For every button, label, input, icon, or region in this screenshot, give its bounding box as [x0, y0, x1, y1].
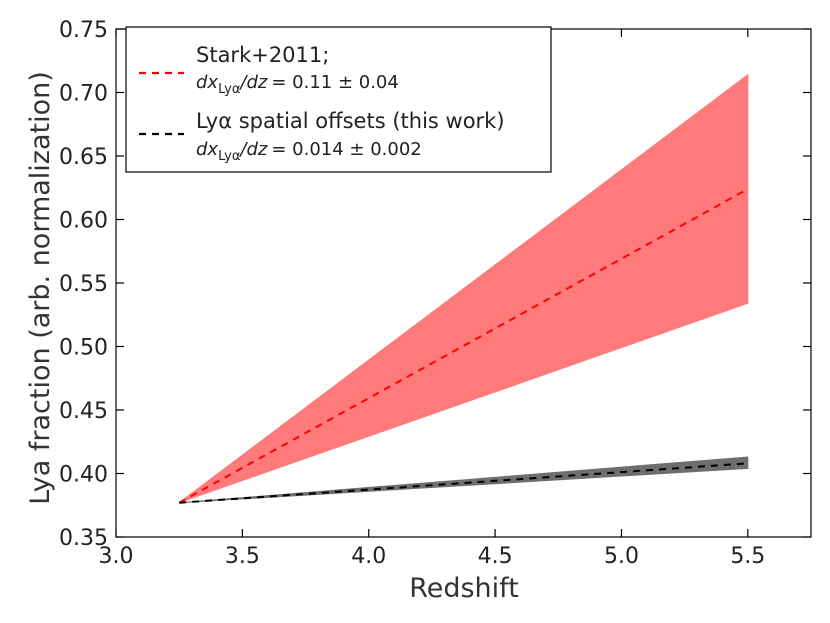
legend-slope-stark-dz: /dz [238, 72, 267, 93]
legend-slope-stark-sub: Lyα [218, 82, 240, 97]
legend-slope-stark-value: = 0.11 ± 0.04 [271, 72, 399, 93]
x-tick-label: 3.0 [99, 544, 134, 569]
y-tick-label: 0.65 [59, 145, 108, 170]
y-tick-label: 0.70 [59, 82, 108, 107]
x-axis-title: Redshift [409, 573, 519, 604]
y-tick-label: 0.50 [59, 336, 108, 361]
legend-label-offsets: Lyα spatial offsets (this work) [196, 109, 505, 133]
legend-slope-offsets-sub: Lyα [218, 149, 240, 164]
y-axis-ticks: 0.35 0.40 0.45 0.50 0.55 0.60 0.65 0.70 0.75 [59, 18, 811, 551]
y-tick-label: 0.55 [59, 272, 108, 297]
legend-slope-offsets: dxLyα/dz = 0.014 ± 0.002 [196, 139, 422, 164]
x-tick-label: 3.5 [225, 544, 260, 569]
legend: Stark+2011; dxLyα/dz = 0.11 ± 0.04 Lyα sp… [125, 26, 552, 173]
x-tick-label: 4.5 [478, 544, 513, 569]
y-tick-label: 0.40 [59, 463, 108, 488]
x-tick-label: 4.0 [351, 544, 386, 569]
offsets-uncertainty-band [179, 456, 749, 504]
legend-slope-offsets-dx: dx [196, 139, 218, 160]
legend-slope-stark: dxLyα/dz = 0.11 ± 0.04 [196, 72, 399, 97]
stark-dashed-line [178, 188, 749, 504]
y-tick-label: 0.45 [59, 399, 108, 424]
y-tick-label: 0.75 [59, 18, 108, 43]
legend-slope-stark-dx: dx [196, 72, 218, 93]
x-axis-ticks: 3.0 3.5 4.0 4.5 5.0 5.5 [99, 29, 765, 569]
y-tick-label: 0.35 [59, 526, 108, 551]
offsets-dashed-line [179, 462, 748, 504]
stark-uncertainty-band [178, 73, 749, 504]
y-tick-label: 0.60 [59, 209, 108, 234]
legend-label-stark: Stark+2011; [196, 43, 329, 67]
x-tick-label: 5.5 [730, 544, 765, 569]
legend-slope-offsets-value: = 0.014 ± 0.002 [271, 139, 421, 160]
y-axis-title: Lya fraction (arb. normalization) [25, 71, 56, 505]
x-tick-label: 5.0 [604, 544, 639, 569]
legend-slope-offsets-dz: /dz [238, 139, 267, 160]
legend-box [125, 26, 552, 173]
